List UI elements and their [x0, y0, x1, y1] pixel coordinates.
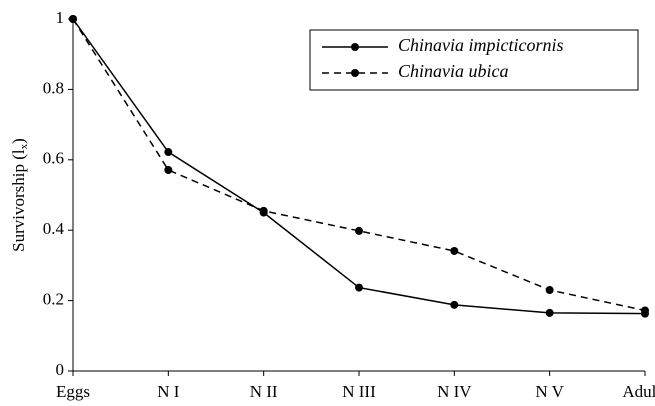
y-tick-label: 1 — [56, 8, 65, 27]
data-point — [545, 308, 554, 317]
y-axis-label-end: ) — [9, 138, 28, 144]
y-tick-label: 0.2 — [43, 290, 64, 309]
data-point — [450, 300, 459, 309]
legend-marker — [351, 43, 359, 51]
legend-label: Chinavia ubica — [398, 61, 509, 81]
y-axis-label-main: Survivorship (l — [9, 149, 28, 252]
legend-marker — [351, 69, 359, 77]
x-tick-label: N II — [250, 382, 278, 401]
data-point — [69, 15, 77, 23]
data-point — [259, 206, 268, 215]
legend-label: Chinavia impicticornis — [398, 35, 564, 55]
x-tick-label: N V — [535, 382, 564, 401]
y-tick-label: 0 — [56, 360, 65, 379]
x-tick-label: Adults — [622, 382, 655, 401]
y-tick-label: 0.4 — [43, 219, 65, 238]
y-axis-label-sub: x — [18, 143, 30, 149]
data-point — [355, 283, 363, 292]
data-point — [545, 286, 554, 295]
data-point — [164, 166, 173, 175]
legend-box — [309, 29, 639, 91]
x-tick-label: N I — [157, 382, 180, 401]
y-axis-label: Survivorship (lx) — [9, 138, 30, 252]
y-tick-label: 0.6 — [43, 149, 64, 168]
x-tick-label: N III — [342, 382, 376, 401]
data-point — [641, 306, 649, 315]
data-point — [164, 148, 173, 157]
x-tick-label: N IV — [437, 382, 472, 401]
data-point — [450, 246, 459, 255]
data-point — [355, 226, 363, 235]
x-tick-label: Eggs — [56, 382, 90, 401]
y-tick-label: 0.8 — [43, 78, 64, 97]
